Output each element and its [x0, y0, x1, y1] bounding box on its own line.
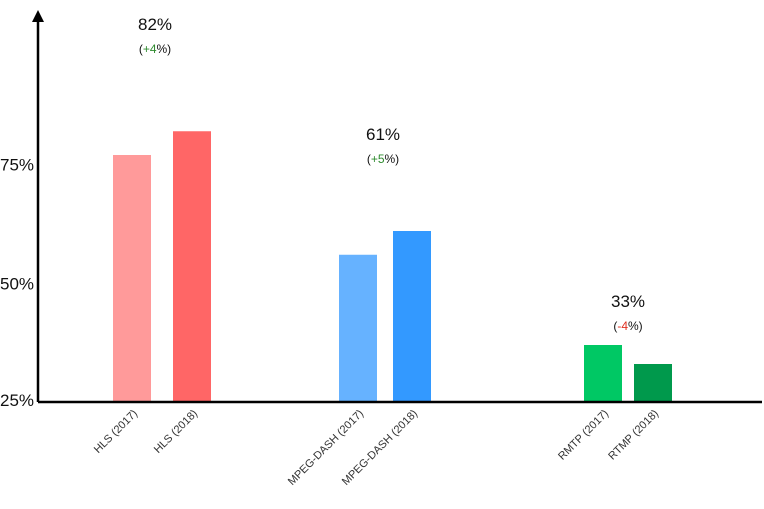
x-category-label: HLS (2017) — [92, 408, 140, 456]
bar-rmtp-2017 — [584, 345, 622, 402]
delta-open: ( — [139, 42, 143, 56]
axes-layer — [32, 10, 762, 404]
delta-open: ( — [367, 152, 371, 166]
annotation-delta: (+4%) — [139, 42, 171, 56]
y-tick-label: 25% — [0, 391, 34, 410]
annotation-value: 82% — [138, 15, 172, 34]
y-tick-label: 75% — [0, 156, 34, 175]
bar-rtmp-2018 — [634, 364, 672, 402]
annotation-delta: (-4%) — [613, 319, 642, 333]
bar-mpeg-dash-2017 — [339, 254, 377, 402]
x-category-label: RTMP (2018) — [606, 408, 661, 463]
bar-mpeg-dash-2018 — [393, 231, 431, 402]
delta-value: +5 — [371, 152, 385, 166]
x-category-label: RMTP (2017) — [556, 408, 611, 463]
x-category-label: HLS (2018) — [152, 408, 200, 456]
y-tick-labels: 75% 50% 25% — [0, 156, 34, 411]
delta-close: %) — [385, 152, 400, 166]
annotation-value: 61% — [366, 125, 400, 144]
delta-close: %) — [628, 319, 643, 333]
annotation-delta: (+5%) — [367, 152, 399, 166]
delta-open: ( — [613, 319, 617, 333]
x-category-labels: HLS (2017) HLS (2018) MPEG-DASH (2017)MPEG… — [92, 408, 661, 488]
delta-value: -4 — [617, 319, 628, 333]
y-tick-label: 50% — [0, 274, 34, 293]
bar-hls-2018 — [173, 131, 211, 402]
delta-close: %) — [157, 42, 172, 56]
annotations-layer: 82%(+4%)61%(+5%)33%(-4%) — [138, 15, 645, 333]
bars-layer — [113, 131, 672, 402]
delta-value: +4 — [143, 42, 157, 56]
bar-hls-2017 — [113, 155, 151, 402]
annotation-value: 33% — [611, 292, 645, 311]
y-axis-arrowhead — [32, 10, 44, 22]
